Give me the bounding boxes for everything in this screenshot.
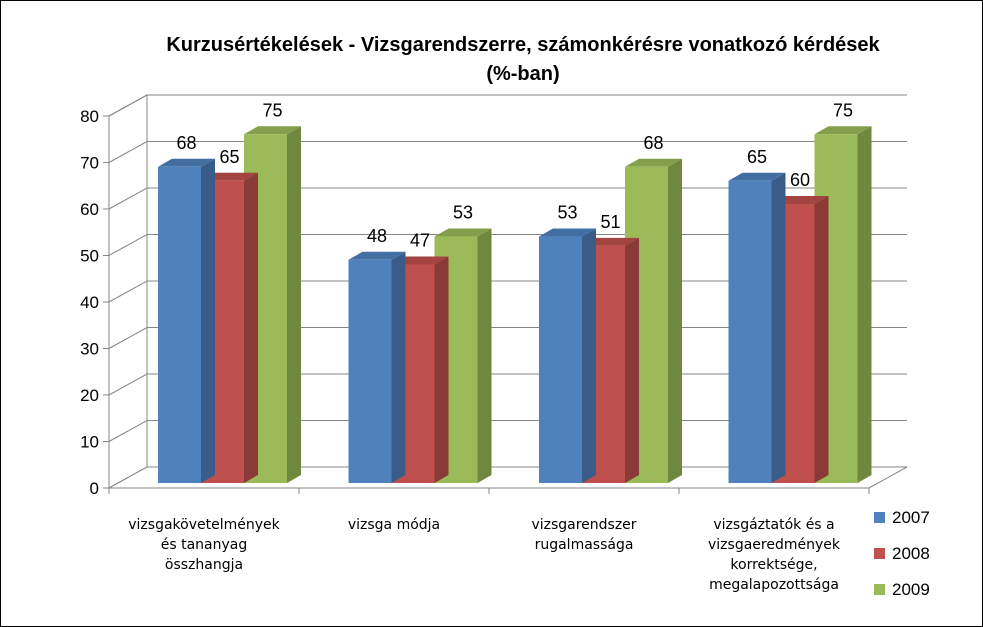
data-label: 47 <box>410 230 430 250</box>
bar-front <box>158 166 201 484</box>
legend: 2007 2008 2009 <box>874 508 930 599</box>
data-label: 53 <box>557 203 577 223</box>
gridline <box>108 141 907 163</box>
data-label: 65 <box>219 147 239 167</box>
bar-side <box>477 228 492 483</box>
bar-side <box>814 196 829 483</box>
bar-2007-3 <box>539 228 596 483</box>
data-label: 68 <box>176 133 196 153</box>
legend-item-2008: 2008 <box>874 544 930 563</box>
bar-side <box>625 237 639 483</box>
bar-front <box>348 259 392 483</box>
bar-top <box>158 158 215 167</box>
legend-label: 2007 <box>892 508 930 527</box>
bar-top <box>582 237 639 246</box>
y-tick-label: 0 <box>90 479 99 498</box>
bar-side <box>668 158 682 484</box>
data-label: 60 <box>790 170 810 190</box>
data-label: 75 <box>833 100 853 120</box>
data-label: 48 <box>367 226 387 246</box>
bar-side <box>771 172 786 483</box>
bar-side <box>244 172 258 483</box>
legend-item-2009: 2009 <box>874 580 930 599</box>
bar-top <box>434 228 492 237</box>
bar-top <box>348 251 406 260</box>
bar-side <box>201 158 215 484</box>
data-label: 68 <box>643 133 663 153</box>
bar-side <box>857 126 872 483</box>
legend-label: 2009 <box>892 580 930 599</box>
y-tick-label: 80 <box>80 107 99 126</box>
data-label: 65 <box>747 147 767 167</box>
bar-top <box>201 172 258 181</box>
y-tick-label: 50 <box>80 247 99 266</box>
x-axis: vizsgakövetelmények és tananyag összhangja… <box>108 487 870 593</box>
gridline <box>108 94 907 117</box>
chart-subtitle: (%-ban) <box>486 63 559 85</box>
bar-top <box>539 228 596 237</box>
y-tick-label: 40 <box>80 293 99 312</box>
bar-top <box>391 256 449 265</box>
bar-top <box>814 126 872 135</box>
category-label: vizsga módja <box>348 517 440 533</box>
bar-top <box>771 196 829 204</box>
chart-title: Kurzusértékelések - Vizsgarendszerre, sz… <box>166 34 880 56</box>
y-tick-label: 70 <box>80 154 99 173</box>
legend-label: 2008 <box>892 544 930 563</box>
bar-side <box>434 256 449 483</box>
bar-side <box>582 228 596 483</box>
bar-top <box>728 172 786 181</box>
data-labels: 75 65 68 53 47 48 68 51 53 75 60 65 <box>176 100 853 250</box>
data-label: 51 <box>600 212 620 232</box>
data-label: 75 <box>262 100 282 120</box>
legend-swatch <box>874 512 885 523</box>
legend-swatch <box>874 548 885 559</box>
bar-front <box>728 180 772 483</box>
bar-2007-2 <box>348 251 406 483</box>
y-tick-label: 60 <box>80 200 99 219</box>
legend-item-2007: 2007 <box>874 508 930 527</box>
bars <box>158 126 872 484</box>
y-tick-label: 10 <box>80 433 99 452</box>
bar-top <box>625 158 682 167</box>
bar-side <box>287 126 301 483</box>
bar-top <box>244 126 301 135</box>
bar-side <box>391 251 406 483</box>
bar-front <box>539 236 582 483</box>
category-label: vizsgarendszer rugalmassága <box>531 517 636 553</box>
y-tick-label: 30 <box>80 340 99 359</box>
category-label: vizsgáztatók és a vizsgaeredmények korrekt… <box>708 517 841 593</box>
category-label: vizsgakövetelmények és tananyag összhangja <box>128 517 280 573</box>
data-label: 53 <box>453 203 473 223</box>
bar-2007-4 <box>728 172 786 483</box>
legend-swatch <box>874 584 885 595</box>
bar-2007-1 <box>158 158 215 484</box>
y-axis: 0 10 20 30 40 50 60 70 80 <box>80 107 110 498</box>
y-tick-label: 20 <box>80 386 99 405</box>
